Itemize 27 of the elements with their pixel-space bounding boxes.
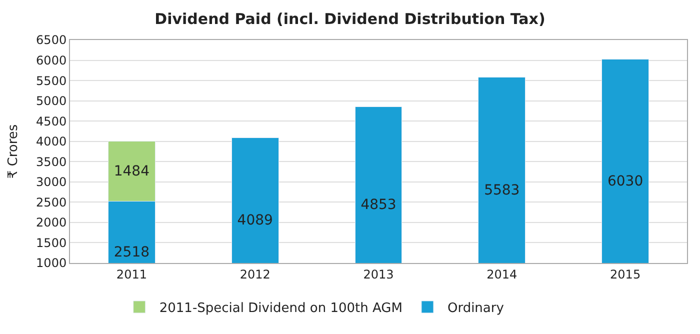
y-tick-label: 3500	[36, 154, 67, 169]
x-tick-label: 2013	[363, 267, 394, 282]
y-tick-label: 3000	[36, 175, 67, 190]
x-tick-label: 2011	[116, 267, 147, 282]
y-axis-title: ₹ Crores	[6, 124, 22, 179]
data-label: 2518	[114, 244, 150, 260]
legend-label: 2011-Special Dividend on 100th AGM	[159, 301, 402, 316]
y-tick-label: 5500	[36, 74, 67, 88]
x-tick-label: 2014	[486, 267, 518, 282]
y-tick-label: 4000	[36, 134, 67, 149]
data-label: 4853	[360, 197, 396, 214]
x-tick-label: 2012	[240, 267, 270, 282]
legend-label: Ordinary	[447, 301, 504, 316]
y-tick-label: 5000	[36, 94, 67, 108]
data-label: 1484	[114, 163, 150, 180]
data-label: 5583	[484, 182, 520, 198]
data-label: 4089	[237, 212, 273, 229]
y-tick-label: 2500	[36, 195, 67, 210]
y-tick-label: 4500	[36, 114, 67, 128]
chart-title: Dividend Paid (incl. Dividend Distribution Tax)	[154, 10, 546, 28]
x-tick-label: 2015	[610, 267, 641, 282]
y-tick-label: 6500	[36, 33, 67, 48]
y-tick-label: 2000	[36, 216, 67, 230]
y-tick-label: 1000	[36, 256, 67, 270]
y-tick-label: 1500	[36, 236, 67, 250]
y-tick-label: 6000	[36, 53, 67, 68]
data-label: 6030	[607, 173, 644, 190]
